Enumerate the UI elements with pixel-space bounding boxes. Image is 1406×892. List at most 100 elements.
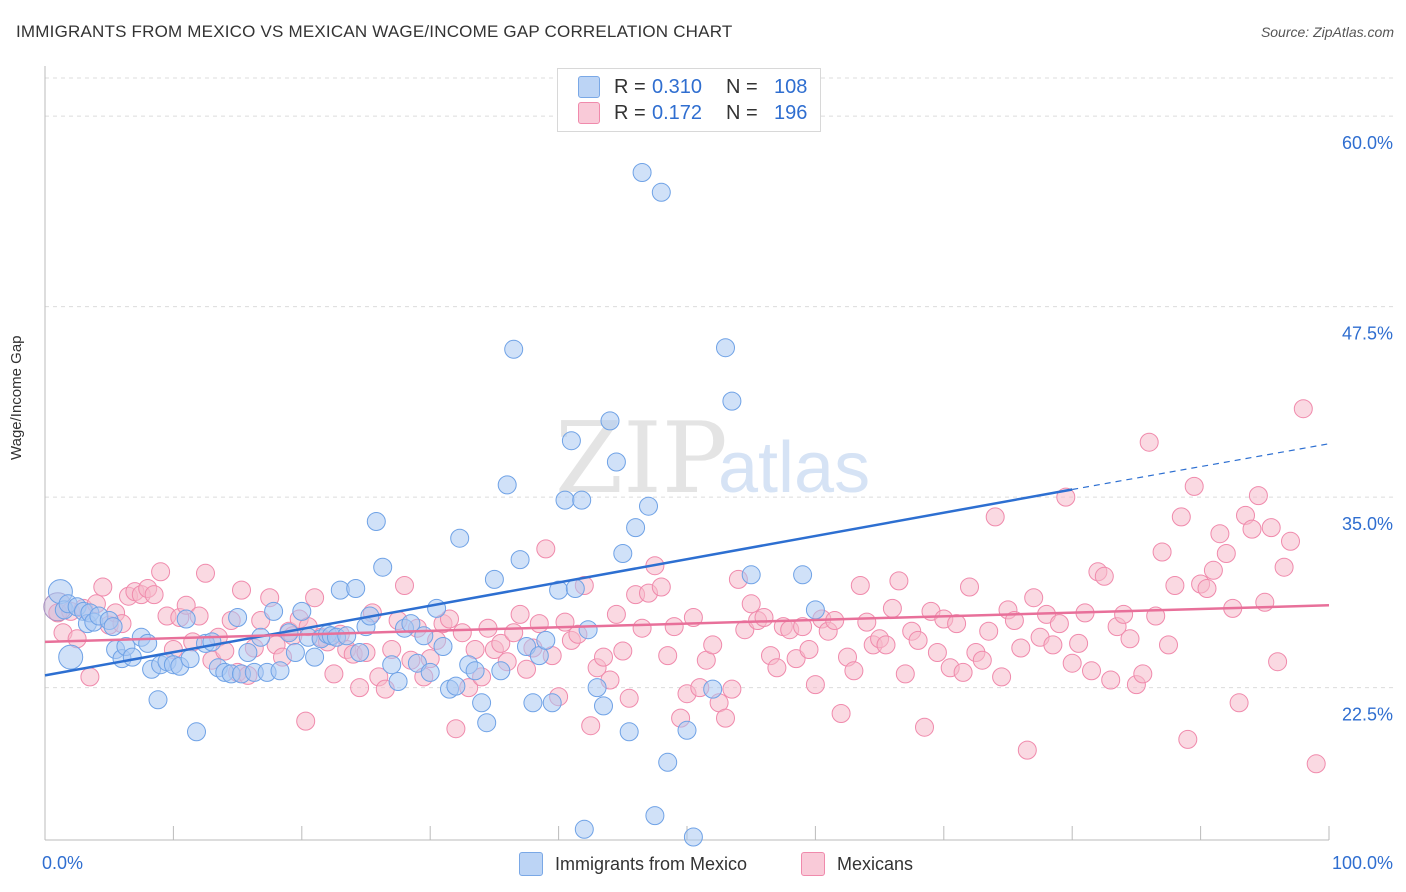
immigrants-point	[651, 182, 671, 202]
mexicans-point	[1120, 629, 1140, 649]
immigrants-point	[270, 661, 290, 681]
immigrants-point	[542, 693, 562, 713]
mexicans-point	[80, 667, 100, 687]
mexicans-point	[876, 635, 896, 655]
mexicans-point	[1082, 661, 1101, 681]
immigrants-point	[382, 655, 402, 675]
mexicans-point	[144, 585, 164, 605]
legend-item-mexicans[interactable]: Mexicans	[801, 852, 913, 876]
immigrants-point	[366, 512, 386, 531]
mexicans-point	[1114, 604, 1134, 624]
mexicans-point	[1165, 576, 1185, 595]
legend-r-label: R =	[614, 75, 646, 98]
mexicans-point	[793, 617, 813, 637]
immigrants-point	[433, 637, 453, 656]
mexicans-point	[947, 614, 967, 634]
mexicans-point	[1248, 486, 1268, 506]
immigrants-point	[683, 827, 703, 847]
x-tick-label-min: 0.0%	[42, 853, 83, 873]
immigrants-point	[285, 643, 305, 662]
mexicans-point	[1049, 614, 1069, 634]
immigrants-point	[446, 676, 466, 696]
immigrants-point	[103, 617, 123, 637]
mexicans-point	[1101, 670, 1121, 690]
mexicans-point	[915, 717, 934, 737]
immigrants-point	[228, 608, 248, 627]
immigrants-point	[187, 722, 206, 742]
mexicans-trend-line	[44, 604, 1330, 644]
immigrants-point	[305, 647, 325, 667]
legend-r-value: 0.310	[652, 75, 703, 98]
mexicans-point	[882, 598, 902, 618]
immigrants-point	[578, 620, 598, 640]
immigrants-point	[741, 565, 761, 585]
mexicans-point	[581, 716, 601, 736]
immigrants-point	[58, 644, 84, 670]
mexicans-point	[606, 604, 626, 624]
mexicans-point	[491, 633, 511, 653]
mexicans-point	[1242, 519, 1262, 539]
legend-n-value: 108	[774, 75, 808, 98]
mexicans-point	[632, 618, 652, 638]
mexicans-point	[741, 594, 761, 614]
mexicans-point	[446, 719, 466, 739]
immigrants-point	[122, 647, 142, 667]
immigrants-point	[427, 598, 447, 618]
mexicans-point	[716, 708, 735, 728]
mexicans-point	[504, 623, 524, 643]
mexicans-point	[1094, 566, 1114, 586]
legend-swatch-mexicans	[801, 852, 825, 876]
immigrants-point	[407, 653, 427, 673]
immigrants-point	[148, 690, 168, 710]
mexicans-point	[1062, 653, 1082, 673]
mexicans-point	[529, 614, 549, 634]
immigrants-trend-line	[44, 488, 1073, 677]
mexicans-point	[1139, 432, 1159, 452]
mexicans-point	[1011, 638, 1031, 658]
legend-r-value: 0.172	[652, 101, 703, 124]
mexicans-point	[536, 539, 556, 559]
legend-swatch-blue	[578, 76, 600, 98]
mexicans-point	[908, 630, 928, 650]
mexicans-point	[889, 571, 909, 591]
immigrants-point	[202, 632, 222, 652]
immigrants-point	[414, 626, 434, 646]
trend-lines	[44, 443, 1330, 677]
mexicans-point	[613, 641, 633, 661]
mexicans-point	[1255, 592, 1275, 612]
mexicans-point	[619, 688, 639, 708]
legend-n-value: 196	[774, 101, 808, 124]
mexicans-point	[296, 711, 316, 731]
immigrants-point	[565, 579, 585, 598]
immigrants-point	[555, 490, 575, 510]
mexicans-point	[850, 576, 870, 595]
legend-item-immigrants[interactable]: Immigrants from Mexico	[519, 852, 747, 876]
immigrants-point	[264, 601, 284, 621]
immigrants-point	[677, 720, 697, 740]
chart-title: IMMIGRANTS FROM MEXICO VS MEXICAN WAGE/I…	[16, 22, 733, 41]
mexicans-point	[350, 678, 370, 698]
immigrants-point	[613, 544, 633, 563]
mexicans-point	[1159, 635, 1178, 655]
immigrants-point	[337, 626, 357, 646]
immigrants-point	[292, 601, 312, 621]
immigrants-point	[587, 678, 607, 698]
immigrants-point	[138, 633, 158, 653]
mexicans-point	[510, 604, 530, 624]
immigrants-point	[606, 452, 626, 472]
immigrants-point	[450, 528, 470, 548]
mexicans-point	[1261, 518, 1281, 538]
legend-swatch-pink	[578, 102, 600, 124]
mexicans-point	[1133, 664, 1153, 684]
legend-row-immigrants: R = 0.310 N = 108	[578, 75, 807, 99]
mexicans-point	[979, 621, 999, 641]
mexicans-point	[972, 650, 992, 670]
mexicans-point	[232, 580, 251, 600]
mexicans-point	[722, 679, 742, 699]
mexicans-point	[960, 577, 979, 597]
mexicans-point	[1171, 507, 1191, 527]
immigrants-point	[536, 630, 556, 650]
mexicans-point	[1210, 524, 1230, 544]
immigrants-point	[180, 649, 200, 669]
